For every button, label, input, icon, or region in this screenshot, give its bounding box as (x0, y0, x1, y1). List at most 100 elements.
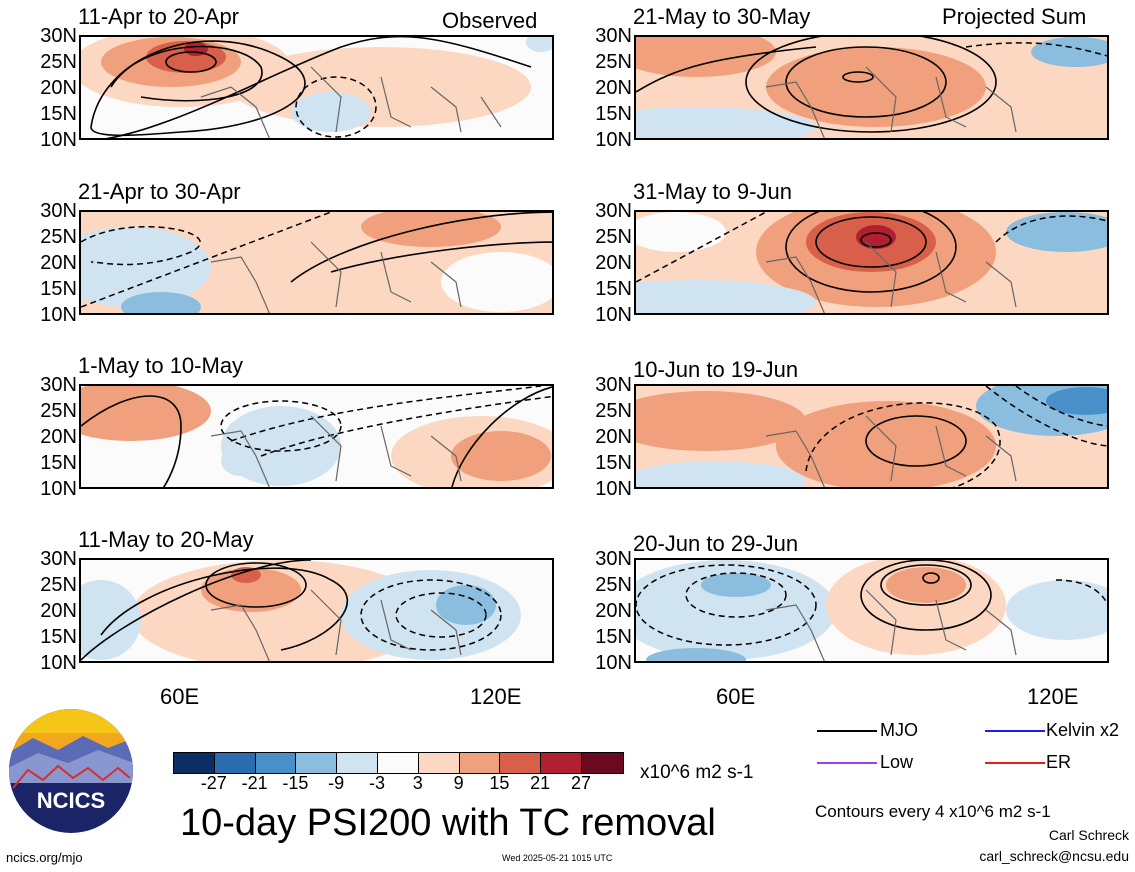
panel-title: 31-May to 9-Jun (633, 179, 792, 204)
panel-title: 20-Jun to 29-Jun (633, 531, 799, 556)
panel-title: 21-May to 30-May (633, 4, 811, 29)
map-panel (79, 558, 554, 663)
lon-label-60e: 60E (716, 684, 756, 709)
ncics-logo: NCICS (8, 708, 134, 834)
colorbar-swatch (296, 753, 338, 773)
colorbar-swatch (581, 753, 623, 773)
lat-label: 20N (40, 600, 77, 622)
contour-note: Contours every 4 x10^6 m2 s-1 (815, 802, 1051, 821)
lat-label: 25N (40, 226, 77, 248)
colorbar-swatch (500, 753, 542, 773)
lat-label: 30N (40, 374, 77, 396)
lat-label: 10N (40, 129, 77, 151)
map-panel (79, 384, 554, 489)
colorbar-swatch (255, 753, 297, 773)
colorbar-label: 3 (412, 773, 423, 793)
lat-label: 15N (595, 452, 632, 474)
lat-label: 20N (595, 77, 632, 99)
colorbar-swatch (541, 753, 582, 773)
lat-label: 15N (595, 103, 632, 125)
colorbar-swatch (418, 753, 460, 773)
lat-label: 25N (595, 574, 632, 596)
lat-label: 30N (40, 548, 77, 570)
colorbar-label: -21 (241, 773, 268, 793)
author: Carl Schreck (1048, 827, 1129, 843)
legend-er-line (985, 762, 1045, 764)
colorbar-swatch (337, 753, 378, 773)
lat-label: 30N (595, 548, 632, 570)
lat-label: 10N (595, 304, 632, 326)
lat-label: 25N (595, 51, 632, 73)
colorbar-label: 21 (530, 773, 551, 793)
lat-label: 10N (40, 304, 77, 326)
lat-label: 10N (40, 478, 77, 500)
colorbar-swatch (214, 753, 256, 773)
legend-er: ER (1046, 752, 1072, 772)
panel-title: 10-Jun to 19-Jun (633, 357, 799, 382)
lon-label-120e: 120E (1027, 684, 1079, 709)
timestamp: Wed 2025-05-21 1015 UTC (502, 853, 613, 863)
panel-title: 11-May to 20-May (78, 527, 254, 552)
colorbar-units: x10^6 m2 s-1 (640, 762, 754, 783)
lat-label: 20N (595, 426, 632, 448)
lat-label: 15N (595, 626, 632, 648)
author-email[interactable]: carl_schreck@ncsu.edu (979, 848, 1129, 864)
lat-label: 30N (40, 25, 77, 47)
lat-label: 20N (40, 252, 77, 274)
colorbar (173, 752, 624, 774)
map-panel (634, 384, 1109, 489)
lat-label: 20N (595, 600, 632, 622)
lat-label: 15N (40, 452, 77, 474)
colorbar-swatch (174, 753, 215, 773)
colorbar-label: -15 (282, 773, 309, 793)
lat-label: 10N (40, 652, 77, 674)
map-panel (634, 35, 1109, 140)
lat-label: 30N (40, 200, 77, 222)
panel-title: 1-May to 10-May (78, 353, 244, 378)
legend-kelvin-line (985, 730, 1045, 732)
legend-low-line (817, 762, 877, 764)
lat-label: 10N (595, 652, 632, 674)
colorbar-label: -9 (328, 773, 345, 793)
legend-low: Low (880, 752, 914, 772)
lat-label: 15N (595, 278, 632, 300)
lat-label: 15N (40, 278, 77, 300)
figure-title: 10-day PSI200 with TC removal (180, 802, 716, 844)
lat-label: 10N (595, 478, 632, 500)
site-link[interactable]: ncics.org/mjo (6, 850, 83, 865)
lat-label: 30N (595, 200, 632, 222)
lat-label: 25N (40, 574, 77, 596)
lat-label: 20N (40, 77, 77, 99)
lon-label-60e: 60E (160, 684, 200, 709)
lat-label: 10N (595, 129, 632, 151)
panel-title: 21-Apr to 30-Apr (78, 179, 241, 204)
colorbar-label: 15 (489, 773, 510, 793)
lat-label: 30N (595, 374, 632, 396)
lat-label: 20N (40, 426, 77, 448)
legend-mjo: MJO (880, 720, 918, 740)
map-panel (79, 35, 554, 140)
colorbar-label: 9 (453, 773, 464, 793)
map-panel (79, 210, 554, 315)
lat-label: 20N (595, 252, 632, 274)
colorbar-label: -27 (200, 773, 227, 793)
lat-label: 25N (595, 400, 632, 422)
colorbar-label: 27 (570, 773, 592, 793)
colorbar-label: -3 (368, 773, 385, 793)
logo-text: NCICS (37, 788, 105, 813)
lat-label: 15N (40, 626, 77, 648)
panel-tag: Observed (442, 8, 538, 33)
lat-label: 30N (595, 25, 632, 47)
panel-tag: Projected Sum (942, 4, 1087, 29)
lat-label: 25N (595, 226, 632, 248)
colorbar-swatch (377, 753, 419, 773)
lat-label: 25N (40, 400, 77, 422)
map-panel (634, 558, 1109, 663)
panel-title: 11-Apr to 20-Apr (78, 4, 240, 29)
lon-label-120e: 120E (470, 684, 522, 709)
lat-label: 25N (40, 51, 77, 73)
legend-kelvin: Kelvin x2 (1046, 720, 1120, 740)
lat-label: 15N (40, 103, 77, 125)
legend-mjo-line (817, 730, 877, 732)
map-panel (634, 210, 1109, 315)
